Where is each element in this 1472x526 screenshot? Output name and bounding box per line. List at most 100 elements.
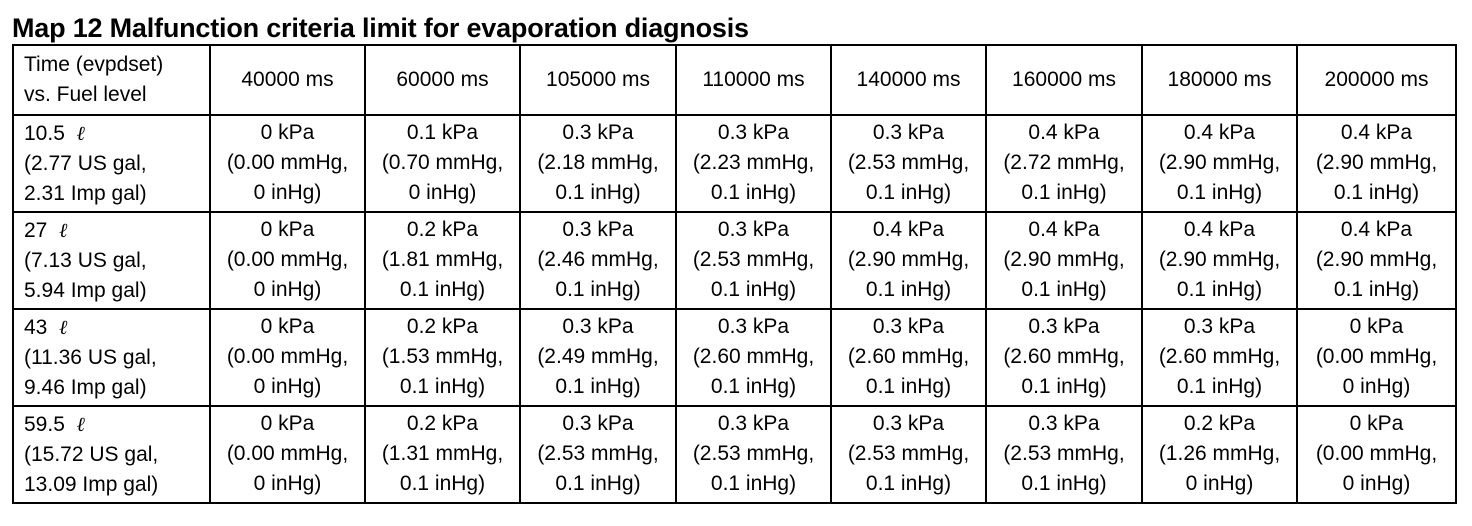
pressure-mmhg: (0.00 mmHg,: [226, 345, 349, 368]
pressure-inhg: 0.1 inHg): [865, 181, 952, 204]
corner-line-2: vs. Fuel level: [24, 83, 147, 106]
pressure-kpa: 0.4 kPa: [1183, 121, 1256, 144]
fuel-level-header: 10.5 ℓ (2.77 US gal, 2.31 Imp gal): [12, 114, 211, 213]
pressure-mmhg: (2.60 mmHg,: [1003, 345, 1125, 368]
criteria-cell: 0.3 kPa (2.18 mmHg, 0.1 inHg): [519, 114, 677, 213]
pressure-inhg: 0.1 inHg): [399, 375, 486, 398]
fuel-level-liters: 59.5 ℓ: [24, 409, 208, 440]
table-row: 10.5 ℓ (2.77 US gal, 2.31 Imp gal) 0 kPa (0.…: [12, 114, 1457, 213]
pressure-inhg: 0.1 inHg): [710, 181, 797, 204]
pressure-inhg: 0 inHg): [1185, 472, 1254, 495]
pressure-inhg: 0.1 inHg): [1021, 181, 1107, 204]
criteria-cell: 0.3 kPa (2.53 mmHg, 0.1 inHg): [519, 405, 677, 504]
column-header: 180000 ms: [1141, 44, 1298, 116]
pressure-inhg: 0 inHg): [253, 181, 322, 204]
criteria-cell: 0.3 kPa (2.46 mmHg, 0.1 inHg): [519, 211, 677, 310]
pressure-mmhg: (2.90 mmHg,: [1158, 248, 1281, 271]
fuel-level-us-gal: (15.72 US gal,: [24, 443, 159, 466]
criteria-cell: 0.3 kPa (2.60 mmHg, 0.1 inHg): [830, 308, 987, 407]
pressure-mmhg: (1.31 mmHg,: [381, 442, 504, 465]
pressure-kpa: 0.2 kPa: [406, 412, 479, 435]
pressure-inhg: 0.1 inHg): [1021, 278, 1107, 301]
pressure-kpa: 0.3 kPa: [562, 218, 634, 241]
pressure-mmhg: (2.90 mmHg,: [1315, 248, 1438, 271]
pressure-mmhg: (2.53 mmHg,: [847, 442, 970, 465]
criteria-cell: 0.2 kPa (1.31 mmHg, 0.1 inHg): [364, 405, 521, 504]
pressure-inhg: 0.1 inHg): [865, 375, 952, 398]
fuel-level-us-gal: (11.36 US gal,: [24, 346, 157, 369]
malfunction-criteria-table: Time (evpdset) vs. Fuel level 40000 ms 6…: [12, 44, 1457, 504]
pressure-kpa: 0.3 kPa: [1183, 315, 1256, 338]
pressure-inhg: 0.1 inHg): [555, 278, 641, 301]
fuel-level-us-gal: (7.13 US gal,: [24, 249, 147, 272]
pressure-kpa: 0.3 kPa: [717, 315, 790, 338]
criteria-cell: 0.4 kPa (2.90 mmHg, 0.1 inHg): [985, 211, 1143, 310]
pressure-inhg: 0 inHg): [253, 278, 322, 301]
table-row: 59.5 ℓ (15.72 US gal, 13.09 Imp gal) 0 kPa (…: [12, 405, 1457, 504]
pressure-kpa: 0.3 kPa: [872, 315, 945, 338]
table-row: 27 ℓ (7.13 US gal, 5.94 Imp gal) 0 kPa (0.00…: [12, 211, 1457, 310]
pressure-kpa: 0.3 kPa: [872, 121, 945, 144]
criteria-cell: 0.2 kPa (1.81 mmHg, 0.1 inHg): [364, 211, 521, 310]
pressure-mmhg: (2.53 mmHg,: [847, 151, 970, 174]
pressure-inhg: 0 inHg): [253, 375, 322, 398]
pressure-mmhg: (2.60 mmHg,: [847, 345, 970, 368]
criteria-cell: 0.4 kPa (2.90 mmHg, 0.1 inHg): [1296, 211, 1457, 310]
pressure-kpa: 0 kPa: [260, 315, 315, 338]
pressure-inhg: 0.1 inHg): [1176, 181, 1263, 204]
fuel-level-value: 43: [24, 316, 48, 339]
criteria-cell: 0.3 kPa (2.49 mmHg, 0.1 inHg): [519, 308, 677, 407]
header-row: Time (evpdset) vs. Fuel level 40000 ms 6…: [12, 44, 1457, 116]
liter-symbol: ℓ: [76, 412, 85, 436]
pressure-kpa: 0.3 kPa: [717, 412, 790, 435]
pressure-inhg: 0.1 inHg): [1021, 472, 1107, 495]
pressure-mmhg: (2.18 mmHg,: [537, 151, 659, 174]
pressure-mmhg: (2.90 mmHg,: [1158, 151, 1281, 174]
pressure-kpa: 0.4 kPa: [1028, 218, 1100, 241]
criteria-cell: 0 kPa (0.00 mmHg, 0 inHg): [209, 308, 366, 407]
column-header: 40000 ms: [209, 44, 366, 116]
column-header: 140000 ms: [830, 44, 987, 116]
pressure-kpa: 0.3 kPa: [717, 121, 790, 144]
pressure-mmhg: (0.00 mmHg,: [226, 248, 349, 271]
column-header: 160000 ms: [985, 44, 1143, 116]
liter-symbol: ℓ: [76, 121, 85, 145]
pressure-kpa: 0.3 kPa: [562, 121, 634, 144]
pressure-kpa: 0.4 kPa: [1028, 121, 1100, 144]
criteria-cell: 0.3 kPa (2.53 mmHg, 0.1 inHg): [830, 114, 987, 213]
pressure-inhg: 0.1 inHg): [1021, 375, 1107, 398]
fuel-level-imp-gal: 5.94 Imp gal): [24, 279, 147, 302]
criteria-cell: 0.2 kPa (1.53 mmHg, 0.1 inHg): [364, 308, 521, 407]
pressure-kpa: 0.1 kPa: [406, 121, 479, 144]
pressure-kpa: 0 kPa: [260, 218, 315, 241]
criteria-cell: 0.4 kPa (2.72 mmHg, 0.1 inHg): [985, 114, 1143, 213]
column-header: 105000 ms: [519, 44, 677, 116]
pressure-mmhg: (0.00 mmHg,: [1315, 345, 1438, 368]
fuel-level-value: 10.5: [24, 122, 65, 145]
pressure-kpa: 0.3 kPa: [1028, 315, 1100, 338]
corner-header: Time (evpdset) vs. Fuel level: [12, 44, 211, 116]
criteria-cell: 0.3 kPa (2.60 mmHg, 0.1 inHg): [985, 308, 1143, 407]
criteria-cell: 0.3 kPa (2.53 mmHg, 0.1 inHg): [985, 405, 1143, 504]
criteria-cell: 0.3 kPa (2.60 mmHg, 0.1 inHg): [1141, 308, 1298, 407]
pressure-inhg: 0.1 inHg): [1333, 181, 1420, 204]
pressure-kpa: 0.2 kPa: [406, 315, 479, 338]
pressure-mmhg: (2.53 mmHg,: [1003, 442, 1125, 465]
fuel-level-imp-gal: 2.31 Imp gal): [24, 182, 147, 205]
corner-line-1: Time (evpdset): [24, 53, 164, 76]
pressure-inhg: 0 inHg): [1342, 472, 1411, 495]
pressure-kpa: 0 kPa: [260, 412, 315, 435]
criteria-cell: 0.4 kPa (2.90 mmHg, 0.1 inHg): [1141, 114, 1298, 213]
criteria-cell: 0 kPa (0.00 mmHg, 0 inHg): [209, 114, 366, 213]
pressure-inhg: 0 inHg): [1342, 375, 1411, 398]
pressure-mmhg: (2.90 mmHg,: [1315, 151, 1438, 174]
criteria-cell: 0.3 kPa (2.53 mmHg, 0.1 inHg): [675, 405, 832, 504]
pressure-inhg: 0.1 inHg): [710, 278, 797, 301]
criteria-cell: 0.4 kPa (2.90 mmHg, 0.1 inHg): [830, 211, 987, 310]
pressure-mmhg: (2.49 mmHg,: [537, 345, 659, 368]
fuel-level-value: 27: [24, 219, 48, 242]
criteria-cell: 0.4 kPa (2.90 mmHg, 0.1 inHg): [1296, 114, 1457, 213]
pressure-kpa: 0.3 kPa: [872, 412, 945, 435]
pressure-kpa: 0.4 kPa: [1183, 218, 1256, 241]
pressure-kpa: 0 kPa: [260, 121, 315, 144]
